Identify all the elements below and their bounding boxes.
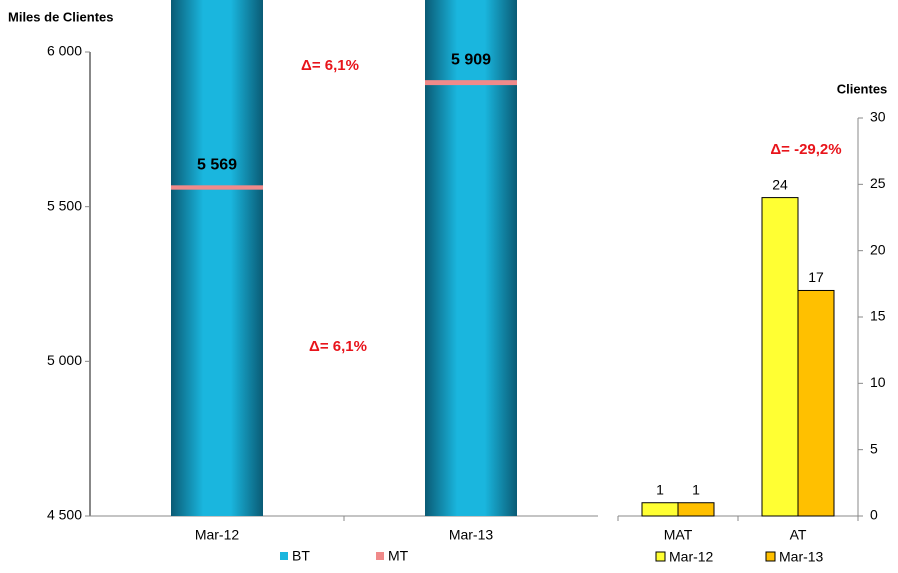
value-label: 1	[656, 481, 664, 497]
y-tick-label: 5 500	[47, 197, 82, 213]
value-label: 24	[772, 176, 788, 192]
legend-label: BT	[292, 548, 310, 564]
bar-segment	[425, 0, 517, 516]
bar	[797, 289, 835, 517]
value-label: 17	[808, 269, 824, 285]
y-axis-title: Miles de Clientes	[8, 9, 113, 24]
legend-swatch	[376, 552, 384, 560]
y-tick-label: 4 500	[47, 507, 82, 523]
x-tick-label: MAT	[664, 527, 693, 543]
bar-segment	[171, 185, 263, 190]
annotation: Δ= -29,2%	[770, 141, 841, 158]
legend-swatch	[765, 551, 776, 562]
bar	[761, 197, 799, 517]
bar-segment	[425, 80, 517, 86]
x-tick-label: AT	[790, 527, 807, 543]
legend-label: Mar-12	[669, 549, 714, 565]
y-tick-label: 5	[870, 440, 878, 456]
y-axis-title: Clientes	[837, 81, 888, 96]
annotation: Δ= 6,1%	[309, 338, 367, 355]
bar	[641, 502, 679, 517]
y-tick-label: 0	[870, 507, 878, 523]
legend-label: Mar-13	[779, 549, 824, 565]
bar-segment	[171, 0, 263, 516]
x-tick-label: Mar-12	[195, 527, 240, 543]
total-label: 5 909	[451, 51, 491, 68]
y-tick-label: 5 000	[47, 352, 82, 368]
y-tick-label: 15	[870, 308, 886, 324]
x-tick-label: Mar-13	[449, 527, 494, 543]
y-tick-label: 30	[870, 109, 886, 125]
annotation: Δ= 6,1%	[301, 57, 359, 74]
y-tick-label: 6 000	[47, 43, 82, 59]
value-label: 1	[692, 481, 700, 497]
legend-label: MT	[388, 548, 409, 564]
legend-swatch	[655, 551, 666, 562]
legend-swatch	[280, 552, 288, 560]
bar	[677, 502, 715, 517]
y-tick-label: 25	[870, 175, 886, 191]
total-label: 5 569	[197, 157, 237, 174]
y-tick-label: 20	[870, 241, 886, 257]
y-tick-label: 10	[870, 374, 886, 390]
